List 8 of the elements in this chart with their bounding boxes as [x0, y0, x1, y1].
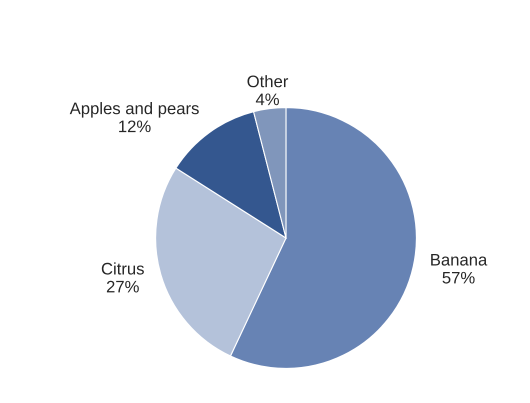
data-label: 57% [442, 272, 475, 284]
slice-label: Other [247, 75, 288, 88]
data-label: 4% [256, 94, 279, 106]
slice-label: Citrus [102, 262, 144, 275]
data-label: 12% [119, 120, 151, 132]
slice-label: Apples and pears [70, 102, 199, 118]
slice-label: Banana [431, 254, 488, 266]
data-label: 27% [106, 280, 139, 292]
